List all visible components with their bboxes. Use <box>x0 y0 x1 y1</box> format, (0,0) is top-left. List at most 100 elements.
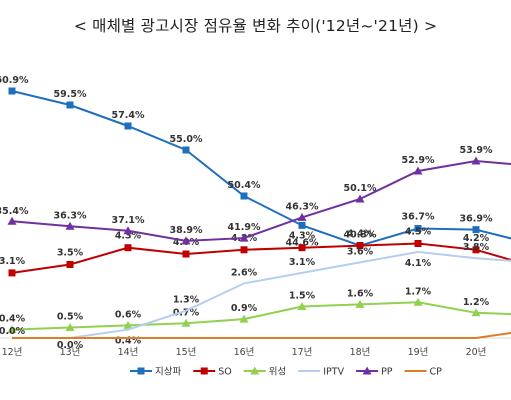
data-point-terrestrial <box>66 101 74 109</box>
data-label-iptv: 3.8% <box>463 242 490 253</box>
data-label-satellite: 1.2% <box>463 297 490 308</box>
data-label-terrestrial: 57.4% <box>112 110 145 121</box>
data-point-pp <box>413 166 423 175</box>
data-point-satellite <box>355 299 365 308</box>
x-tick-label: 13년 <box>60 347 81 358</box>
data-label-so: 4.3% <box>289 231 316 242</box>
x-tick-label: 15년 <box>176 347 197 358</box>
data-label-so: 4.5% <box>405 227 432 238</box>
data-label-so: 3.1% <box>0 256 26 267</box>
legend-label-terrestrial: 지상파 <box>155 367 181 378</box>
series-line-cp <box>12 331 511 339</box>
data-label-satellite: 0.6% <box>115 309 142 320</box>
data-point-satellite <box>413 297 423 306</box>
legend-label-so: SO <box>218 367 232 378</box>
data-label-iptv: 1.3% <box>173 295 200 306</box>
data-label-terrestrial: 59.5% <box>54 89 87 100</box>
legend-label-pp: PP <box>381 367 393 378</box>
series-line-pp <box>11 159 511 242</box>
data-label-satellite: 0.5% <box>57 312 84 323</box>
data-point-terrestrial <box>8 87 16 95</box>
data-label-terrestrial: 50.4% <box>228 180 261 191</box>
x-tick-label: 19년 <box>408 347 429 358</box>
data-point-so <box>66 261 74 268</box>
data-point-so <box>8 269 16 277</box>
data-point-satellite <box>181 318 191 327</box>
x-tick-label: 18년 <box>350 347 371 358</box>
legend-label-cp: CP <box>430 367 443 378</box>
legend-label-iptv: IPTV <box>323 367 344 378</box>
data-point-so <box>182 250 190 258</box>
data-point-so <box>356 242 364 250</box>
legend-marker-satellite <box>250 366 260 375</box>
legend-label-satellite: 위성 <box>269 366 286 378</box>
data-label-iptv: 0.0% <box>57 340 84 351</box>
data-label-pp: 46.3% <box>286 201 319 212</box>
data-label-terrestrial: 40.3% <box>344 230 377 241</box>
data-point-so <box>240 246 248 254</box>
data-label-pp: 41.9% <box>228 222 261 233</box>
data-point-pp <box>7 216 17 225</box>
data-label-so: 3.5% <box>57 248 84 259</box>
data-label-pp: 35.4% <box>0 206 29 217</box>
data-label-terrestrial: 55.0% <box>170 134 203 145</box>
data-point-satellite <box>471 308 481 317</box>
data-point-terrestrial <box>182 146 190 154</box>
data-point-terrestrial <box>124 122 132 130</box>
data-label-terrestrial: 36.7% <box>402 212 435 223</box>
x-tick-label: 16년 <box>234 347 255 358</box>
data-point-terrestrial <box>240 192 248 200</box>
data-point-satellite <box>7 325 17 334</box>
series-line-iptv <box>12 250 511 339</box>
data-label-satellite: 0.4% <box>0 314 26 325</box>
series-line-so <box>11 242 511 274</box>
data-label-satellite: 0.9% <box>231 303 258 314</box>
data-point-pp <box>355 194 365 203</box>
data-label-so: 4.4% <box>347 229 374 240</box>
data-point-so <box>472 246 480 254</box>
legend-marker-terrestrial <box>137 367 145 375</box>
data-label-so: 4.2% <box>463 233 490 244</box>
data-point-terrestrial <box>414 225 422 233</box>
data-point-pp <box>123 226 133 235</box>
data-label-so: 4.3% <box>115 231 142 242</box>
data-label-pp: 50.1% <box>344 183 377 194</box>
x-tick-label: 14년 <box>118 347 139 358</box>
data-label-iptv: 0.4% <box>115 336 142 347</box>
data-point-satellite <box>123 320 133 329</box>
data-label-pp: 52.9% <box>402 155 435 166</box>
data-point-pp <box>65 221 75 230</box>
data-label-pp: 38.9% <box>170 225 203 236</box>
data-label-pp: 36.3% <box>54 210 87 221</box>
x-tick-label: 20년 <box>466 347 487 358</box>
data-label-satellite: 1.5% <box>289 291 316 302</box>
data-label-iptv: 3.6% <box>347 246 374 257</box>
data-point-satellite <box>65 323 75 331</box>
data-point-terrestrial <box>472 226 480 234</box>
data-label-terrestrial: 44.6% <box>286 237 319 248</box>
data-label-iptv: 2.6% <box>231 267 258 278</box>
data-label-satellite: 1.7% <box>405 286 432 297</box>
data-label-satellite: 0.7% <box>173 307 200 318</box>
series-line-satellite <box>11 301 511 331</box>
data-label-cp: 0.0% <box>0 326 26 337</box>
data-point-pp <box>471 156 481 165</box>
x-tick-label: 12년 <box>2 347 23 358</box>
legend-marker-so <box>200 367 208 375</box>
data-label-pp: 53.9% <box>460 145 493 156</box>
data-point-pp <box>239 233 249 242</box>
data-point-so <box>298 244 306 252</box>
data-label-iptv: 3.1% <box>289 257 316 268</box>
data-point-so <box>124 244 132 252</box>
data-point-terrestrial <box>298 221 306 229</box>
data-label-terrestrial: 36.9% <box>460 214 493 225</box>
data-label-pp: 37.1% <box>112 215 145 226</box>
x-tick-label: 17년 <box>292 347 313 358</box>
data-point-pp <box>297 212 307 221</box>
data-point-satellite <box>297 302 307 310</box>
data-label-terrestrial: 60.9% <box>0 75 29 86</box>
data-point-pp <box>181 236 191 245</box>
data-label-satellite: 1.6% <box>347 288 374 299</box>
data-point-satellite <box>239 314 249 323</box>
